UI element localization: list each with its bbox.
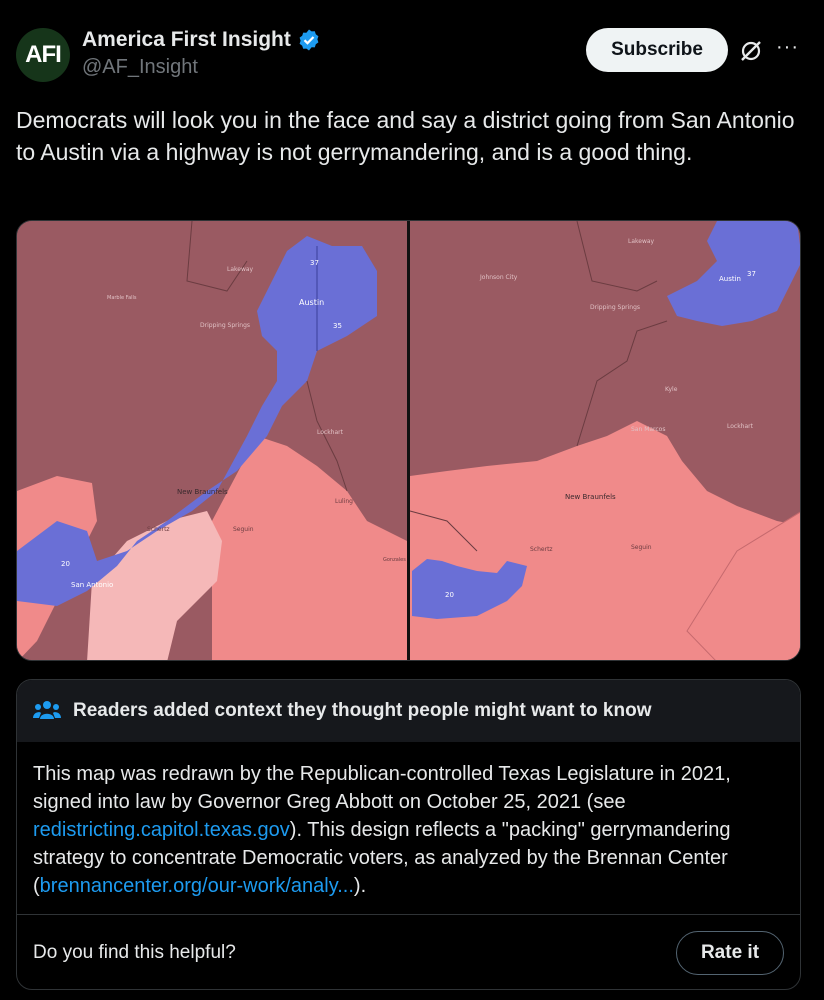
verified-badge-icon	[299, 29, 319, 51]
map-label: New Braunfels	[177, 488, 228, 496]
note-link-brennan[interactable]: brennancenter.org/our-work/analy...	[39, 875, 354, 897]
note-text: ). This design reflects a "packing" gerr…	[33, 819, 731, 897]
map-label: Seguin	[631, 544, 652, 551]
display-name[interactable]: America First Insight	[82, 28, 291, 51]
more-options-icon[interactable]: ···	[776, 36, 799, 58]
tweet-media-image[interactable]: 37 Austin 35 Dripping Springs Lockhart N…	[16, 220, 801, 661]
map-label: 35	[333, 322, 342, 330]
community-note: Readers added context they thought peopl…	[16, 679, 801, 990]
district-maps: 37 Austin 35 Dripping Springs Lockhart N…	[17, 221, 800, 660]
map-label: Kyle	[665, 386, 678, 393]
community-note-footer: Do you find this helpful? Rate it	[17, 914, 800, 989]
map-label: San Marcos	[631, 426, 665, 433]
map-label: Dripping Springs	[200, 322, 250, 329]
map-label: Schertz	[147, 526, 170, 533]
handle[interactable]: @AF_Insight	[82, 56, 198, 78]
note-text: This map was redrawn by the Republican-c…	[33, 763, 731, 813]
map-label: Lakeway	[227, 266, 254, 273]
map-label: Johnson City	[479, 274, 518, 281]
map-label: San Antonio	[71, 581, 113, 589]
map-label: Lakeway	[628, 238, 655, 245]
map-label: Dripping Springs	[590, 304, 640, 311]
map-label: 37	[747, 270, 756, 278]
tweet-header: AFI America First Insight @AF_Insight Su…	[16, 26, 808, 86]
map-label: Lockhart	[727, 423, 754, 430]
tweet-text: Democrats will look you in the face and …	[16, 107, 795, 165]
community-note-body: This map was redrawn by the Republican-c…	[17, 742, 800, 914]
map-label: 20	[61, 560, 70, 568]
map-label: Austin	[719, 275, 741, 283]
map-label: Gonzales	[383, 557, 406, 563]
rate-it-button[interactable]: Rate it	[676, 931, 784, 975]
note-text: ).	[353, 875, 367, 897]
people-icon	[33, 701, 61, 719]
author-names: America First Insight @AF_Insight	[82, 28, 321, 79]
map-label: Marble Falls	[107, 295, 137, 301]
grok-icon[interactable]	[738, 38, 764, 64]
map-label: Austin	[299, 298, 324, 307]
right-map: Lakeway Austin 37 Johnson City Dripping …	[409, 221, 800, 660]
map-label: 20	[445, 591, 454, 599]
map-label: Seguin	[233, 526, 254, 533]
map-label: Schertz	[530, 546, 553, 553]
map-label: New Braunfels	[565, 493, 616, 501]
avatar[interactable]: AFI	[16, 28, 70, 82]
left-map: 37 Austin 35 Dripping Springs Lockhart N…	[17, 221, 407, 660]
note-link-redistricting[interactable]: redistricting.capitol.texas.gov	[33, 819, 290, 841]
map-label: Luling	[335, 498, 353, 505]
map-label: Lockhart	[317, 429, 344, 436]
subscribe-button[interactable]: Subscribe	[586, 28, 728, 72]
community-note-title: Readers added context they thought peopl…	[73, 700, 652, 721]
helpful-question: Do you find this helpful?	[33, 942, 236, 963]
community-note-header: Readers added context they thought peopl…	[17, 680, 800, 742]
map-label: 37	[310, 259, 319, 267]
